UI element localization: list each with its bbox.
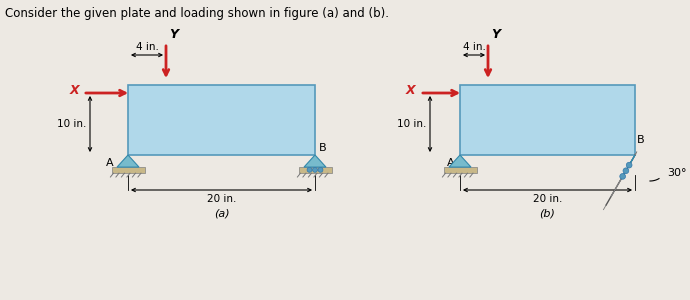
Text: 20 in.: 20 in. (533, 194, 562, 204)
Text: (a): (a) (214, 208, 229, 218)
Text: Y: Y (491, 28, 500, 41)
Text: Y: Y (169, 28, 178, 41)
Text: B: B (637, 135, 644, 145)
Polygon shape (117, 155, 139, 167)
Circle shape (318, 167, 323, 172)
Text: 4 in.: 4 in. (135, 42, 159, 52)
Bar (299, 167, 331, 173)
Text: B: B (319, 143, 326, 153)
Text: X: X (405, 85, 415, 98)
Text: 30°: 30° (667, 168, 687, 178)
Text: X: X (69, 85, 79, 98)
Polygon shape (622, 155, 635, 178)
Polygon shape (611, 152, 637, 197)
Text: 10 in.: 10 in. (57, 119, 86, 129)
Text: A: A (447, 158, 455, 168)
Bar (112, 167, 144, 173)
Text: 4 in.: 4 in. (462, 42, 486, 52)
Polygon shape (304, 155, 326, 167)
Polygon shape (449, 155, 471, 167)
Circle shape (623, 168, 629, 174)
Circle shape (313, 167, 317, 172)
Circle shape (620, 173, 626, 179)
Text: (b): (b) (540, 208, 555, 218)
Bar (128, 85, 315, 155)
Text: 20 in.: 20 in. (207, 194, 236, 204)
Bar (460, 85, 635, 155)
Text: Consider the given plate and loading shown in figure (a) and (b).: Consider the given plate and loading sho… (5, 7, 389, 20)
Text: 10 in.: 10 in. (397, 119, 426, 129)
Bar (444, 167, 477, 173)
Circle shape (627, 162, 632, 168)
Text: A: A (106, 158, 114, 168)
Circle shape (307, 167, 312, 172)
